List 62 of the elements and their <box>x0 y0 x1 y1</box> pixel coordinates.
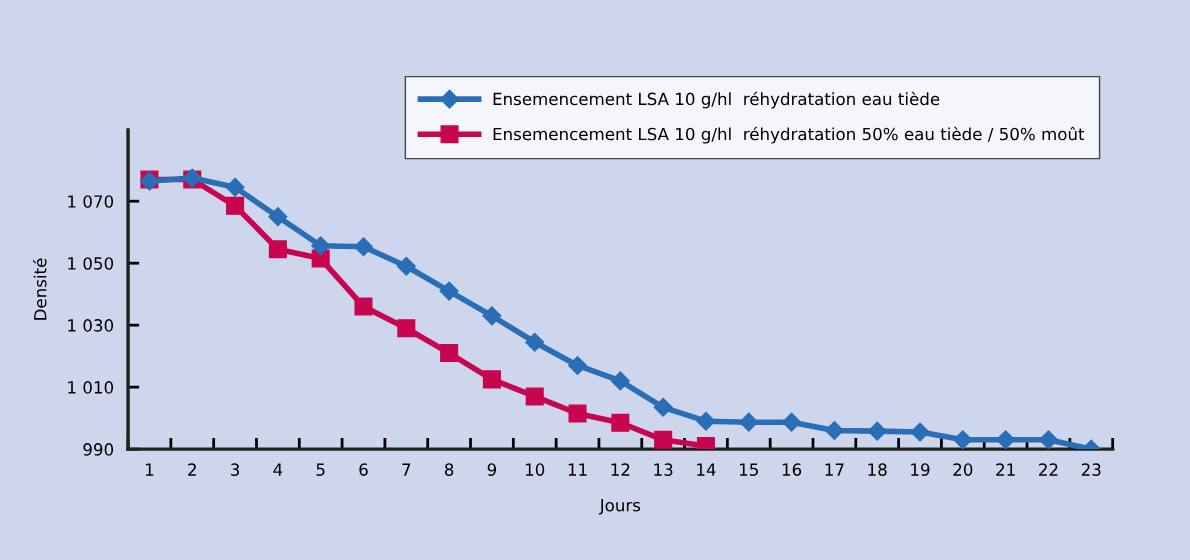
x-tick-label: 2 <box>188 463 196 476</box>
point <box>696 411 716 431</box>
y-tick-label: 1 050 <box>68 257 114 270</box>
point <box>568 355 588 375</box>
x-tick-label: 15 <box>740 463 758 476</box>
y-tick-label: 1 030 <box>68 319 114 332</box>
point <box>268 207 288 227</box>
x-tick-label: 1 <box>145 463 154 476</box>
point <box>653 397 673 417</box>
point <box>611 413 630 432</box>
x-tick-label: 13 <box>654 463 673 476</box>
x-tick-label: 21 <box>996 463 1015 476</box>
point <box>525 387 544 406</box>
y-tick-label: 1 070 <box>68 195 114 208</box>
x-tick-label: 19 <box>911 463 930 476</box>
point <box>396 256 416 276</box>
x-tick-label: 17 <box>825 463 844 476</box>
y-tick-label: 1 010 <box>68 381 114 394</box>
point <box>482 370 501 389</box>
point <box>824 420 844 441</box>
point <box>268 240 287 259</box>
x-tick-label: 12 <box>611 463 630 476</box>
x-tick-label: 20 <box>953 463 973 476</box>
point <box>225 177 245 197</box>
point <box>439 281 459 301</box>
point <box>910 422 930 442</box>
point <box>654 430 673 449</box>
point <box>610 371 630 391</box>
point <box>996 430 1016 450</box>
point <box>1038 430 1058 450</box>
y-axis-title: Densité <box>32 258 47 320</box>
x-tick-label: 23 <box>1081 463 1101 476</box>
legend-label: Ensemencement LSA 10 g/hl réhydratation 50% eau tiède / 50% moût <box>493 126 1085 144</box>
point <box>867 421 887 441</box>
point <box>226 196 245 215</box>
x-tick-label: 10 <box>525 463 545 476</box>
x-tick-label: 3 <box>231 463 240 476</box>
point <box>397 319 416 338</box>
point <box>482 306 502 326</box>
point <box>568 404 587 423</box>
point <box>782 412 802 432</box>
x-tick-label: 9 <box>487 463 497 476</box>
point <box>353 237 374 257</box>
x-tick-label: 6 <box>359 463 368 476</box>
x-tick-label: 8 <box>444 463 454 476</box>
x-tick-label: 4 <box>273 463 283 476</box>
x-tick-label: 11 <box>568 463 587 476</box>
legend-label: Ensemencement LSA 10 g/hl réhydratation eau tiède <box>493 91 940 109</box>
point <box>440 344 459 363</box>
y-tick-label: 990 <box>83 443 114 456</box>
point <box>354 297 373 316</box>
x-tick-label: 5 <box>316 463 325 476</box>
x-tick-label: 18 <box>868 463 887 476</box>
x-tick-label: 14 <box>697 463 716 476</box>
x-axis-title: Jours <box>598 499 641 515</box>
point <box>525 332 545 352</box>
x-tick-label: 7 <box>402 463 411 476</box>
x-tick-label: 22 <box>1039 463 1058 476</box>
point <box>953 430 973 450</box>
x-tick-label: 16 <box>782 463 802 476</box>
point <box>311 236 331 256</box>
point <box>739 412 759 432</box>
